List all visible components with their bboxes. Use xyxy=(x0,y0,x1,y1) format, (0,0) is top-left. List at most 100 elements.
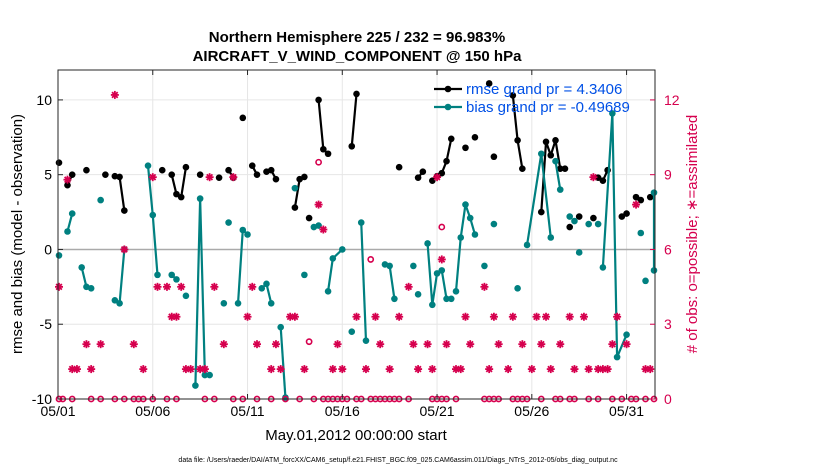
chart-title: Northern Hemisphere 225 / 232 = 96.983% xyxy=(209,29,505,46)
asterisk-stroke xyxy=(462,313,469,321)
series-1-point xyxy=(556,186,564,193)
series-1-point xyxy=(267,299,275,307)
asterisk-stroke xyxy=(386,365,394,373)
legend: rmse grand pr = 4.3406 bias grand pr = -… xyxy=(434,81,630,116)
assimilated-obs-marker xyxy=(243,312,252,321)
series-0-point xyxy=(55,159,63,167)
assimilated-obs-marker xyxy=(300,365,309,374)
x-tick-label: 05/21 xyxy=(420,403,455,419)
y2-tick-label: 3 xyxy=(664,316,672,332)
legend-rmse-marker xyxy=(444,85,452,93)
series-1-point xyxy=(116,299,123,307)
series-1-point xyxy=(433,270,441,277)
series-1-point xyxy=(258,285,266,292)
data-file-footer: data file: /Users/raeder/DAI/ATM_forcXX/… xyxy=(178,457,618,464)
series-1-point xyxy=(466,214,474,222)
asterisk-stroke xyxy=(64,176,71,184)
assimilated-obs-marker xyxy=(55,282,63,291)
series-0-point xyxy=(182,163,190,171)
assimilated-obs-marker xyxy=(267,365,276,374)
y2-tick-label: 0 xyxy=(664,391,672,407)
asterisk-stroke xyxy=(376,340,384,348)
series-0-point xyxy=(239,114,247,122)
series-1-point xyxy=(78,264,85,271)
series-1-point xyxy=(277,323,284,331)
assimilated-obs-marker xyxy=(537,340,546,349)
y2-tick-label: 12 xyxy=(664,92,680,108)
series-1-point xyxy=(154,271,161,279)
series-0-point xyxy=(83,166,90,174)
asterisk-stroke xyxy=(253,340,261,348)
asterisk-stroke xyxy=(291,313,299,321)
series-1-point xyxy=(192,382,199,389)
series-0-point xyxy=(173,190,180,198)
series-1-point xyxy=(324,288,332,295)
assimilated-obs-marker xyxy=(485,365,494,374)
assimilated-obs-marker xyxy=(376,340,385,349)
asterisk-stroke xyxy=(338,365,346,373)
asterisk-stroke xyxy=(604,365,612,373)
assimilated-obs-marker xyxy=(466,340,475,349)
series-1-segment-8 xyxy=(279,327,287,398)
series-1-point xyxy=(225,219,232,226)
y-axis-label: rmse and bias (model - observation) xyxy=(9,114,26,354)
series-0-point xyxy=(315,96,322,104)
series-0-point xyxy=(514,136,521,144)
assimilated-obs-marker xyxy=(395,312,404,321)
assimilated-obs-marker xyxy=(589,173,598,182)
x-tick-label: 05/01 xyxy=(40,403,75,419)
asterisk-stroke xyxy=(414,365,422,373)
asterisk-stroke xyxy=(509,313,517,321)
series-0-point xyxy=(646,193,654,201)
asterisk-stroke xyxy=(187,365,195,373)
assimilated-obs-marker xyxy=(148,173,157,182)
series-1-point xyxy=(220,299,228,307)
series-0-point xyxy=(566,223,574,231)
assimilated-obs-marker xyxy=(613,312,622,321)
asterisk-stroke xyxy=(466,340,474,348)
x-tick-label: 05/26 xyxy=(514,403,549,419)
series-1-point xyxy=(452,288,460,295)
asterisk-stroke xyxy=(495,340,503,348)
series-1-point xyxy=(443,295,450,303)
assimilated-obs-marker xyxy=(579,312,588,321)
series-0-segment-6 xyxy=(293,178,301,208)
assimilated-obs-marker xyxy=(153,282,162,291)
asterisk-stroke xyxy=(111,91,119,99)
asterisk-stroke xyxy=(433,173,441,181)
assimilated-obs-marker xyxy=(423,340,432,349)
asterisk-stroke xyxy=(244,313,251,321)
asterisk-stroke xyxy=(537,340,545,348)
assimilated-obs-marker xyxy=(96,340,105,349)
assimilated-obs-marker xyxy=(72,365,81,374)
series-1-segment-18 xyxy=(601,113,628,358)
series-0-point xyxy=(348,142,356,150)
series-0-point xyxy=(301,173,308,181)
asterisk-stroke xyxy=(55,283,63,291)
assimilated-obs-marker xyxy=(186,365,195,374)
series-1-point xyxy=(182,292,190,300)
series-0-point xyxy=(305,214,313,222)
possible-obs-marker xyxy=(315,158,322,166)
series-1-point xyxy=(348,328,356,336)
assimilated-obs-marker xyxy=(584,365,593,374)
asterisk-stroke xyxy=(149,173,157,181)
asterisk-stroke xyxy=(371,313,379,321)
assimilated-obs-marker xyxy=(338,365,347,374)
series-1-point xyxy=(338,246,346,253)
series-0-point xyxy=(320,145,327,153)
series-1-point xyxy=(97,196,104,204)
assimilated-obs-marker xyxy=(518,340,527,349)
asterisk-stroke xyxy=(139,365,147,373)
series-1-point xyxy=(301,271,308,279)
series-1-point xyxy=(173,276,180,283)
assimilated-obs-marker xyxy=(63,175,72,184)
series-1-point xyxy=(87,285,95,292)
chart-subtitle: AIRCRAFT_V_WIND_COMPONENT @ 150 hPa xyxy=(193,48,523,65)
series-0 xyxy=(55,80,654,231)
asterisk-stroke xyxy=(163,283,171,291)
series-0-point xyxy=(485,80,493,87)
series-0-point xyxy=(556,165,564,172)
asterisk-stroke xyxy=(556,340,564,348)
series-1-point xyxy=(206,371,213,379)
